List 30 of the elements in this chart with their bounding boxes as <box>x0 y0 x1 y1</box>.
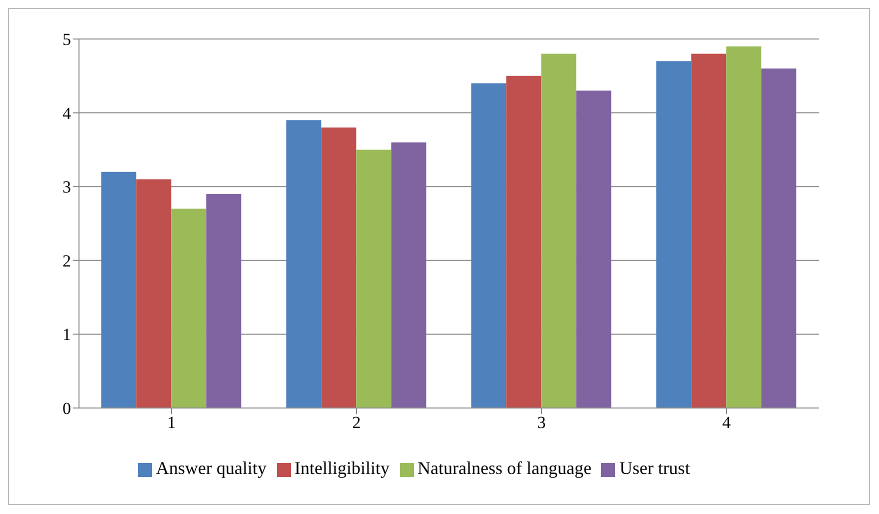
bar <box>286 120 322 408</box>
y-tick-label: 2 <box>62 251 71 270</box>
y-tick-label: 0 <box>62 399 71 418</box>
y-tick-label: 4 <box>62 104 72 123</box>
bar <box>206 194 242 408</box>
legend-label: User trust <box>619 458 690 478</box>
bar <box>356 150 392 408</box>
bar <box>321 128 356 408</box>
y-tick-label: 1 <box>62 325 71 344</box>
x-tick-label: 2 <box>352 413 361 432</box>
bar <box>506 76 542 408</box>
bar <box>391 142 426 408</box>
x-tick-label: 3 <box>537 413 546 432</box>
bar <box>576 90 612 408</box>
bar <box>101 172 136 408</box>
legend-label: Naturalness of language <box>418 458 592 478</box>
legend-label: Intelligibility <box>294 458 390 478</box>
bar <box>171 208 206 408</box>
x-tick-label: 4 <box>722 413 732 432</box>
bar <box>541 54 576 408</box>
bar <box>726 46 762 408</box>
bar <box>691 54 726 408</box>
y-tick-label: 5 <box>62 30 71 50</box>
legend-label: Answer quality <box>156 458 267 478</box>
bar <box>471 83 506 408</box>
bar <box>136 179 172 408</box>
bar <box>761 68 796 408</box>
x-tick-label: 1 <box>167 413 176 432</box>
bar <box>656 61 692 408</box>
y-tick-label: 3 <box>62 178 71 197</box>
